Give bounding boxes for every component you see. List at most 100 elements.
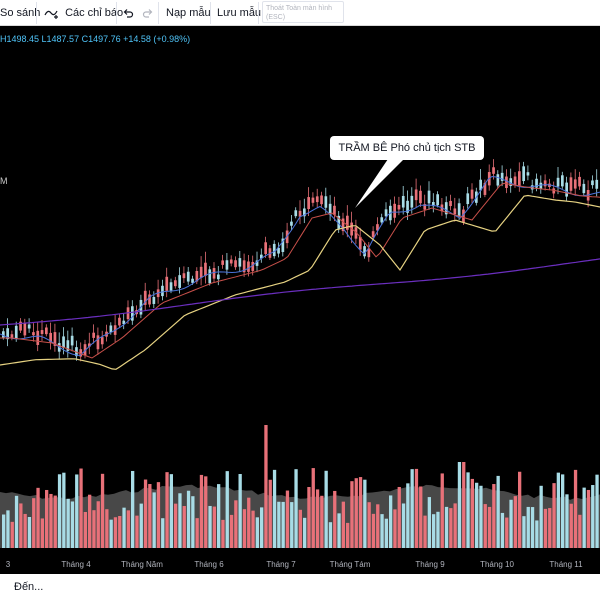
compare-button[interactable]: So sánh: [0, 0, 40, 26]
volume-bar: [234, 500, 238, 548]
candle-body: [393, 203, 396, 218]
volume-bar: [444, 506, 449, 548]
volume-bar: [483, 504, 487, 548]
volume-bar: [543, 508, 548, 548]
candle-body: [449, 200, 452, 207]
indicators-button[interactable]: Các chỉ báo: [44, 0, 123, 26]
undo-icon: [123, 9, 134, 18]
candle-body: [492, 167, 495, 174]
volume-bar: [152, 492, 156, 548]
price-volume-chart[interactable]: [0, 26, 600, 574]
candle-body: [337, 215, 341, 230]
volume-bar: [49, 493, 53, 548]
candle-body: [444, 202, 448, 215]
time-axis-label: Tháng 11: [549, 560, 583, 569]
volume-bar: [53, 495, 57, 548]
candle-body: [513, 176, 517, 185]
volume-bar: [573, 469, 578, 548]
volume-bar: [419, 486, 423, 548]
volume-bar: [225, 471, 229, 548]
news-annotation[interactable]: TRẦM BÊ Phó chủ tịch STB: [330, 136, 484, 160]
candle-body: [79, 349, 83, 357]
volume-bar: [36, 487, 40, 548]
candle-body: [346, 215, 349, 230]
save-template-button[interactable]: Lưu mẫu: [217, 0, 261, 26]
volume-bar: [449, 508, 453, 548]
time-axis-label: Tháng 7: [266, 560, 296, 569]
candle-body: [66, 340, 70, 351]
ohlc-legend: H1498.45 L1487.57 C1497.76 +14.58 (+0.98…: [0, 34, 191, 44]
candle-body: [457, 203, 461, 217]
exit-fullscreen-hint: (ESC): [266, 14, 286, 21]
candle-body: [462, 209, 465, 223]
volume-bar: [251, 510, 255, 548]
volume-bar: [92, 510, 96, 548]
candle-body: [483, 182, 487, 195]
candle-body: [70, 335, 74, 346]
volume-bar: [556, 472, 560, 548]
redo-button[interactable]: [142, 0, 154, 26]
candle-body: [178, 275, 181, 288]
candle-body: [221, 260, 224, 265]
candle-body: [505, 176, 508, 188]
volume-bar: [410, 469, 414, 548]
candle-body: [83, 344, 87, 356]
candle-body: [255, 260, 259, 266]
volume-bar: [462, 462, 466, 548]
volume-bar: [384, 518, 388, 548]
volume-bar: [436, 511, 440, 548]
volume-bar: [70, 501, 75, 548]
exit-fullscreen-button[interactable]: Thoát Toàn màn hình (ESC): [262, 1, 344, 23]
candle-body: [234, 260, 237, 268]
volume-bar: [191, 496, 195, 548]
candle-body: [49, 332, 52, 343]
undo-button[interactable]: [122, 0, 134, 26]
candle-body: [247, 261, 250, 272]
volume-bar: [578, 514, 582, 548]
candle-body: [290, 221, 293, 226]
volume-bar: [156, 482, 161, 548]
candle-body: [40, 330, 44, 334]
candle-body: [496, 174, 500, 186]
volume-bar: [208, 505, 212, 548]
candle-body: [569, 177, 573, 191]
volume-bar: [294, 469, 298, 548]
candle-body: [341, 218, 345, 232]
candle-body: [423, 204, 427, 210]
price-scale-marker: M: [0, 176, 8, 186]
volume-bar: [118, 516, 122, 548]
volume-bar: [14, 495, 19, 548]
volume-bar: [272, 469, 277, 548]
candle-body: [367, 248, 371, 258]
volume-bar: [423, 515, 427, 548]
candle-body: [251, 261, 255, 271]
volume-bar: [182, 506, 186, 548]
candle-body: [238, 258, 242, 267]
volume-bar: [169, 474, 173, 548]
volume-bar: [315, 489, 320, 548]
volume-bar: [457, 462, 462, 548]
volume-bar: [285, 490, 290, 548]
volume-bar: [186, 490, 191, 548]
volume-bar: [414, 468, 419, 548]
volume-bar: [303, 517, 307, 548]
candle-body: [199, 266, 203, 278]
candle-body: [328, 203, 332, 215]
candle-body: [595, 179, 599, 189]
candle-body: [118, 317, 121, 326]
chart-area[interactable]: [0, 26, 600, 574]
candle-body: [384, 209, 388, 217]
candle-body: [509, 178, 513, 187]
candle-body: [27, 324, 31, 329]
load-template-button[interactable]: Nạp mẫu: [166, 0, 211, 26]
time-axis[interactable]: 3 Tháng 4 Tháng Năm Tháng 6 Tháng 7 Thán…: [0, 560, 600, 574]
candle-body: [500, 172, 504, 181]
candle-body: [143, 290, 147, 305]
goto-date-button[interactable]: Đến...: [14, 581, 44, 593]
candle-body: [148, 294, 151, 305]
candle-body: [208, 269, 212, 284]
candle-body: [358, 236, 362, 250]
volume-bar: [320, 495, 324, 548]
volume-bar: [346, 522, 350, 548]
volume-bar: [358, 477, 363, 548]
